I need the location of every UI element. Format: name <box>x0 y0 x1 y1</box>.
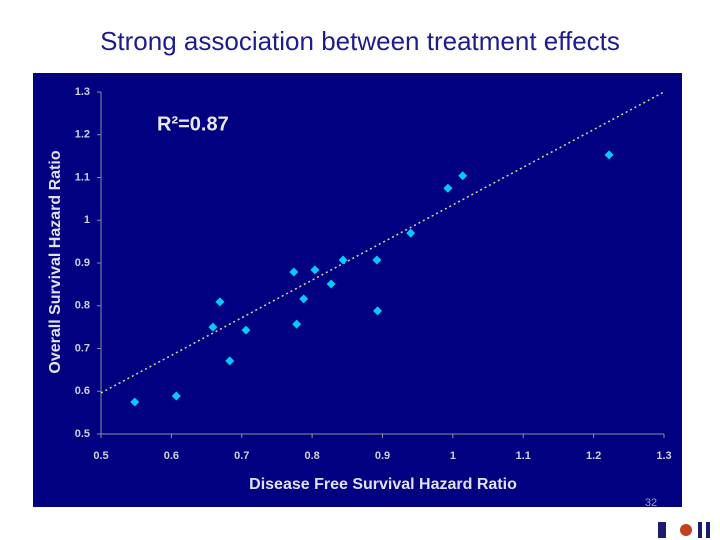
x-tick-label: 0.7 <box>234 450 249 462</box>
y-tick-label: 0.6 <box>75 385 90 397</box>
y-axis-label: Overall Survival Hazard Ratio <box>47 150 64 373</box>
page-number: 32 <box>645 497 657 509</box>
x-axis-label: Disease Free Survival Hazard Ratio <box>249 476 517 493</box>
y-tick-label: 1.1 <box>75 171 90 183</box>
x-tick-label: 1.2 <box>586 450 601 462</box>
x-tick-label: 1 <box>450 450 456 462</box>
y-tick-label: 1.2 <box>75 129 90 141</box>
data-point <box>130 397 140 407</box>
data-point <box>604 150 614 160</box>
data-point <box>443 183 453 193</box>
y-tick-label: 0.9 <box>75 257 90 269</box>
x-tick-label: 1.1 <box>516 450 531 462</box>
data-point <box>289 267 299 277</box>
data-point <box>326 279 336 289</box>
y-tick-label: 0.7 <box>75 342 90 354</box>
x-tick-label: 1.3 <box>656 450 671 462</box>
logo <box>658 522 710 538</box>
data-point <box>208 322 218 332</box>
data-point <box>171 391 181 401</box>
data-point <box>241 325 251 335</box>
slide-title: Strong association between treatment eff… <box>100 26 620 56</box>
chart-panel <box>33 73 682 507</box>
x-tick-label: 0.8 <box>304 450 319 462</box>
data-point <box>310 265 320 275</box>
data-point <box>372 255 382 265</box>
y-tick-label: 0.5 <box>75 428 90 440</box>
data-point <box>373 306 383 316</box>
r2-annotation: R²=0.87 <box>157 113 229 135</box>
data-point <box>458 171 468 181</box>
y-tick-label: 0.8 <box>75 300 90 312</box>
data-point <box>292 319 302 329</box>
data-point <box>225 356 235 366</box>
x-tick-label: 0.5 <box>93 450 108 462</box>
data-point <box>338 255 348 265</box>
y-tick-label: 1 <box>84 214 90 226</box>
trendline <box>100 91 665 394</box>
data-point <box>299 294 309 304</box>
y-tick-label: 1.3 <box>75 86 90 98</box>
x-tick-label: 0.6 <box>164 450 179 462</box>
data-point <box>406 228 416 238</box>
data-point <box>215 297 225 307</box>
x-tick-label: 0.9 <box>375 450 390 462</box>
